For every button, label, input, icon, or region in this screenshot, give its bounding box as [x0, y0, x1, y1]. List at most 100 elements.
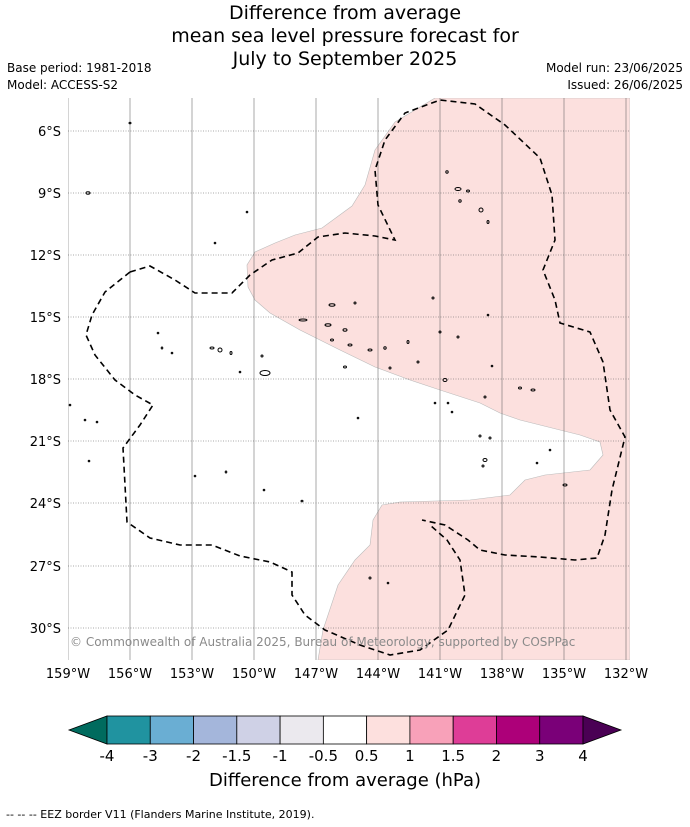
island: [128, 121, 132, 125]
island: [245, 210, 249, 214]
island: [478, 207, 484, 213]
island: [438, 330, 442, 334]
island: [486, 313, 490, 317]
colorbar-tick-label: 2: [492, 747, 502, 765]
eez-border-west: [85, 271, 466, 656]
model-run-label: Model run: 23/06/2025: [545, 61, 683, 75]
island: [193, 474, 197, 478]
colorbar-segment: [409, 715, 454, 745]
island: [445, 170, 449, 174]
island: [442, 378, 448, 382]
island: [466, 189, 470, 193]
colorbar-extend-high: [582, 715, 623, 745]
island: [456, 335, 460, 339]
lon-label-150w: 150°W: [232, 667, 276, 682]
colorbar-tick-label: -0.5: [309, 747, 338, 765]
lat-label-18s: 18°S: [30, 373, 61, 388]
eez-border-legend: -- -- -- EEZ border V11 (Flanders Marine…: [6, 808, 315, 821]
island: [518, 386, 522, 390]
island: [486, 220, 490, 224]
island: [300, 499, 304, 503]
lat-label-27s: 27°S: [30, 560, 61, 575]
island: [450, 410, 454, 414]
lon-label-156w: 156°W: [108, 667, 152, 682]
island: [481, 464, 485, 468]
island: [224, 470, 228, 474]
colorbar-segment: [236, 715, 281, 745]
colorbar-tick-label: 0.5: [355, 747, 379, 765]
island: [562, 483, 568, 487]
map-title-line-1: Difference from average: [228, 2, 462, 24]
base-period-label: Base period: 1981-2018: [7, 61, 152, 75]
island: [478, 434, 482, 438]
island: [483, 395, 487, 399]
lon-label-141w: 141°W: [418, 667, 462, 682]
island: [95, 420, 99, 424]
lon-label-138w: 138°W: [480, 667, 524, 682]
island: [259, 370, 271, 376]
island: [156, 331, 160, 335]
lat-label-12s: 12°S: [30, 249, 61, 264]
island: [238, 370, 242, 374]
island: [416, 360, 420, 364]
lon-label-135w: 135°W: [542, 667, 586, 682]
island: [388, 366, 392, 370]
colorbar-tick-label: 3: [535, 747, 545, 765]
island: [330, 338, 334, 342]
island: [342, 328, 348, 332]
island: [367, 348, 373, 352]
island: [458, 199, 462, 203]
island: [548, 448, 552, 452]
colorbar: -4 -3 -2 -1.5 -1 -0.5 0.5 1 1.5 2 3 4: [67, 715, 623, 765]
island: [83, 418, 87, 422]
colorbar-segment: [193, 715, 238, 745]
lat-label-24s: 24°S: [30, 497, 61, 512]
colorbar-segment: [149, 715, 194, 745]
island: [343, 365, 347, 369]
island: [356, 416, 360, 420]
colorbar-tick-label: -2: [186, 747, 201, 765]
island: [347, 343, 353, 347]
map-title-line-2: mean sea level pressure forecast for: [171, 25, 519, 47]
island: [213, 241, 217, 245]
island: [170, 351, 174, 355]
colorbar-segment: [539, 715, 584, 745]
island: [209, 346, 215, 350]
lat-label-30s: 30°S: [30, 622, 61, 637]
model-label: Model: ACCESS-S2: [7, 78, 119, 92]
colorbar-tick-label: -1: [273, 747, 288, 765]
colorbar-segment: [366, 715, 411, 745]
island: [260, 354, 264, 358]
island: [431, 296, 435, 300]
map-title-line-3: July to September 2025: [232, 48, 458, 70]
island: [488, 436, 492, 440]
colorbar-tick-label: -3: [143, 747, 158, 765]
island: [433, 401, 437, 405]
eez-border-cook-islands: [129, 99, 626, 561]
island: [298, 318, 308, 322]
colorbar-title: Difference from average (hPa): [208, 770, 482, 791]
lon-label-144w: 144°W: [356, 667, 400, 682]
island: [490, 364, 494, 368]
colorbar-segment: [452, 715, 497, 745]
colorbar-segment: [496, 715, 541, 745]
island: [217, 347, 223, 353]
lon-label-147w: 147°W: [294, 667, 338, 682]
island: [324, 323, 332, 327]
island: [386, 581, 390, 585]
island: [454, 187, 462, 191]
island: [368, 576, 372, 580]
island: [446, 401, 450, 405]
colorbar-tick-label: 4: [578, 747, 588, 765]
island: [85, 191, 91, 195]
island: [68, 403, 72, 407]
colorbar-tick-label: 1: [405, 747, 415, 765]
lat-label-9s: 9°S: [38, 187, 61, 202]
colorbar-tick-label: -1.5: [222, 747, 251, 765]
island: [328, 303, 336, 307]
lat-label-15s: 15°S: [30, 311, 61, 326]
colorbar-tick-label: 1.5: [441, 747, 465, 765]
lon-label-159w: 159°W: [46, 667, 90, 682]
lon-label-153w: 153°W: [170, 667, 214, 682]
